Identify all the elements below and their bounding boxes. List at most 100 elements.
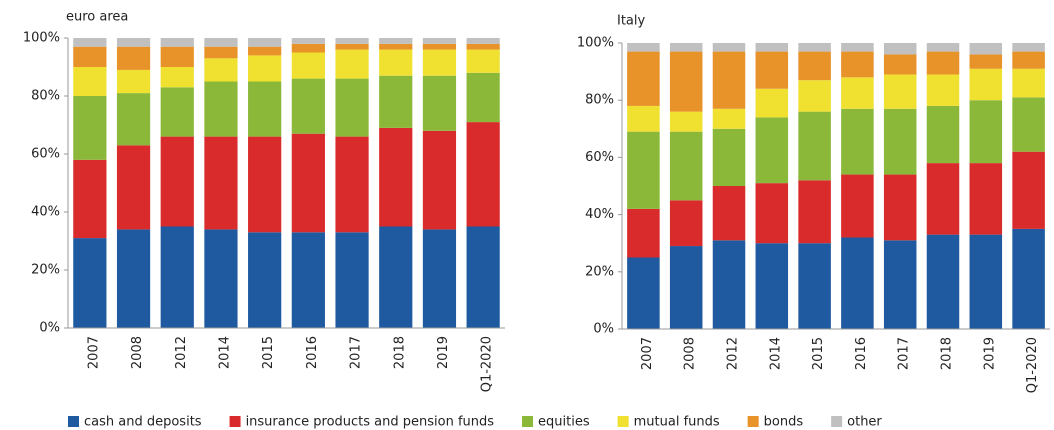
- y-tick-label: 100%: [577, 36, 614, 51]
- y-tick-label: 100%: [23, 31, 60, 46]
- bar-segment: cash and deposits: [712, 240, 746, 329]
- legend-swatch: [522, 416, 534, 427]
- bar-segment: equities: [466, 72, 500, 123]
- bar-segment: mutual funds: [883, 74, 917, 109]
- bar-segment: equities: [669, 131, 703, 201]
- bar-segment: cash and deposits: [160, 226, 194, 328]
- x-tick-label: 2017: [897, 337, 912, 370]
- bar-segment: other: [160, 38, 194, 47]
- x-tick-label: 2018: [940, 337, 955, 370]
- bar-segment: cash and deposits: [627, 257, 660, 329]
- x-tick-label: 2014: [217, 336, 232, 369]
- bar-segment: insurance products and pension funds: [422, 130, 457, 230]
- bar-segment: other: [379, 38, 413, 44]
- bar-segment: cash and deposits: [422, 229, 457, 328]
- x-tick-label: 2017: [349, 336, 364, 369]
- bar-segment: mutual funds: [969, 68, 1003, 101]
- bar-segment: insurance products and pension funds: [204, 136, 238, 230]
- y-tick-label: 80%: [31, 89, 60, 104]
- bar-segment: cash and deposits: [379, 226, 413, 328]
- bar-segment: cash and deposits: [755, 243, 789, 329]
- x-tick-label: 2018: [392, 336, 407, 369]
- bar-segment: other: [204, 38, 238, 47]
- y-tick-label: 0%: [593, 322, 614, 337]
- x-tick-label: 2007: [86, 336, 101, 369]
- y-tick-label: 20%: [31, 263, 60, 278]
- bar-segment: mutual funds: [160, 67, 194, 88]
- legend-label: other: [847, 415, 882, 430]
- bar-segment: equities: [969, 100, 1003, 164]
- bar-segment: bonds: [755, 51, 789, 89]
- bar-segment: equities: [291, 78, 325, 134]
- y-tick-label: 40%: [585, 207, 614, 222]
- bar-segment: cash and deposits: [669, 246, 703, 329]
- bar-segment: equities: [627, 131, 660, 209]
- x-tick-label: Q1-2020: [1025, 337, 1040, 393]
- legend-label: bonds: [764, 415, 804, 430]
- bar-segment: mutual funds: [204, 58, 238, 82]
- bar-segment: cash and deposits: [883, 240, 917, 329]
- bar-segment: other: [422, 38, 457, 44]
- bar-segment: other: [627, 43, 660, 52]
- bar-segment: mutual funds: [466, 49, 500, 73]
- bar-segment: bonds: [883, 54, 917, 75]
- legend-swatch: [831, 416, 843, 427]
- bar-segment: insurance products and pension funds: [755, 183, 789, 244]
- bar-segment: cash and deposits: [926, 234, 960, 329]
- bar-segment: other: [116, 38, 151, 47]
- legend-label: mutual funds: [634, 415, 720, 430]
- bar-segment: mutual funds: [116, 69, 151, 94]
- x-tick-label: 2016: [854, 337, 869, 370]
- x-tick-label: 2008: [130, 336, 145, 369]
- bar-segment: other: [291, 38, 325, 44]
- bar-segment: bonds: [248, 46, 282, 56]
- bar-segment: mutual funds: [73, 67, 107, 96]
- bar-segment: mutual funds: [755, 88, 789, 118]
- bar-segment: insurance products and pension funds: [379, 127, 413, 227]
- legend-swatch: [68, 416, 79, 427]
- bar-segment: insurance products and pension funds: [73, 159, 107, 239]
- bar-segment: mutual funds: [627, 105, 660, 132]
- bar-segment: mutual funds: [926, 74, 960, 106]
- bar-segment: insurance products and pension funds: [883, 174, 917, 241]
- legend-label: cash and deposits: [84, 415, 202, 430]
- bar-segment: bonds: [204, 46, 238, 59]
- chart-title: euro area: [66, 10, 128, 25]
- bar-segment: insurance products and pension funds: [335, 136, 369, 233]
- bar-segment: bonds: [291, 43, 325, 53]
- bar-segment: other: [1012, 43, 1045, 52]
- bar-segment: cash and deposits: [204, 229, 238, 328]
- bar-segment: cash and deposits: [116, 229, 151, 328]
- bar-segment: other: [73, 38, 107, 47]
- bar-segment: insurance products and pension funds: [248, 136, 282, 233]
- y-tick-label: 60%: [31, 147, 60, 162]
- bar-segment: equities: [798, 111, 831, 181]
- bar-segment: bonds: [1012, 51, 1045, 69]
- bar-segment: mutual funds: [335, 49, 369, 79]
- bar-segment: bonds: [669, 51, 703, 112]
- bar-segment: other: [466, 38, 500, 44]
- bar-segment: equities: [379, 75, 413, 128]
- bar-segment: bonds: [798, 51, 831, 81]
- x-tick-label: 2012: [174, 336, 189, 369]
- bar-segment: equities: [841, 108, 874, 175]
- bar-segment: mutual funds: [379, 49, 413, 76]
- bar-segment: bonds: [466, 43, 500, 50]
- bar-segment: insurance products and pension funds: [841, 174, 874, 238]
- bar-segment: insurance products and pension funds: [926, 163, 960, 235]
- x-tick-label: 2007: [640, 337, 655, 370]
- x-tick-label: 2016: [305, 336, 320, 369]
- bar-segment: insurance products and pension funds: [160, 136, 194, 227]
- bar-segment: other: [798, 43, 831, 52]
- bar-segment: mutual funds: [422, 49, 457, 76]
- x-tick-label: 2012: [726, 337, 741, 370]
- bar-segment: bonds: [926, 51, 960, 75]
- bar-segment: cash and deposits: [466, 226, 500, 328]
- bar-segment: bonds: [335, 43, 369, 50]
- x-tick-label: 2014: [768, 337, 783, 370]
- bar-segment: bonds: [627, 51, 660, 106]
- bar-segment: equities: [926, 105, 960, 164]
- x-tick-label: 2019: [982, 337, 997, 370]
- bar-segment: other: [755, 43, 789, 52]
- bar-segment: bonds: [73, 46, 107, 67]
